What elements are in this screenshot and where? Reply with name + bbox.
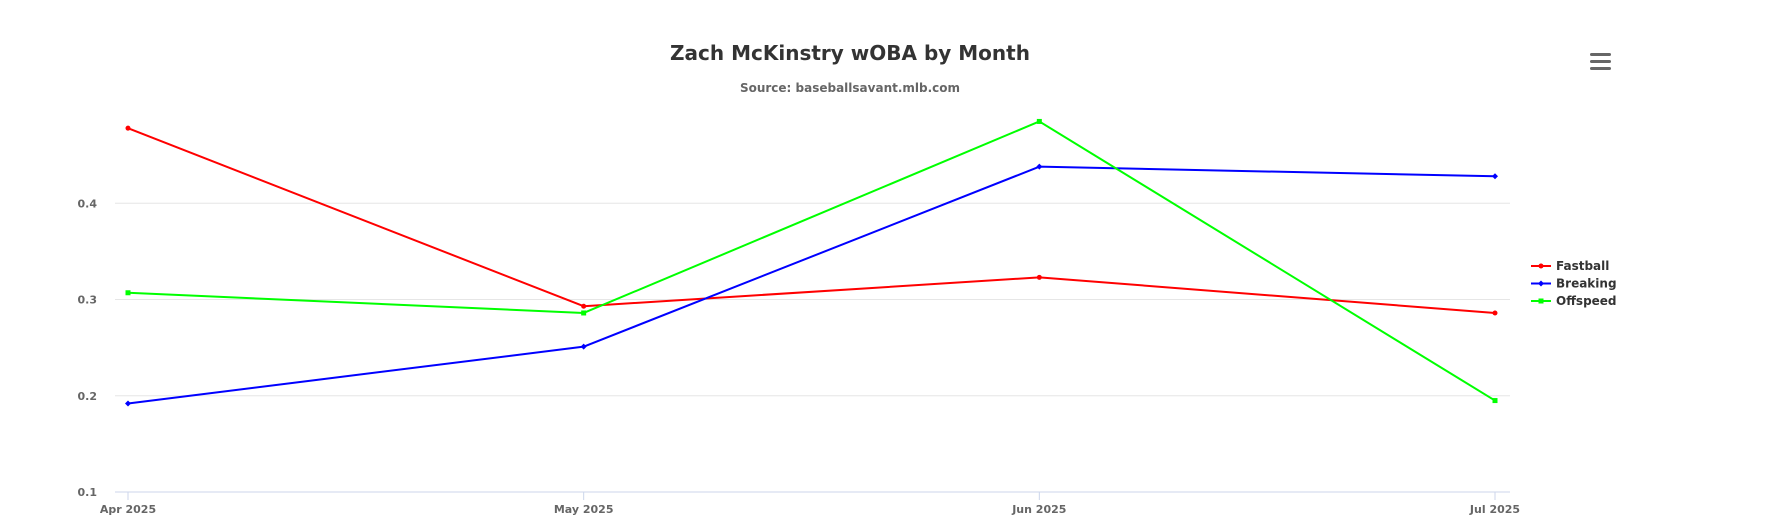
data-point-marker[interactable] — [1036, 274, 1042, 280]
series — [125, 118, 1498, 407]
grid — [115, 202, 1510, 397]
series-fastball — [125, 125, 1498, 316]
axes: 0.1 0.2 0.3 0.4 Apr 2025 May 2025 Jun 2025 Jul … — [78, 197, 1521, 516]
chart-menu-button[interactable] — [1590, 53, 1611, 70]
series-breaking — [125, 163, 1498, 407]
legend-item-offspeed[interactable]: Offspeed — [1531, 294, 1617, 308]
chart-subtitle: Source: baseballsavant.mlb.com — [740, 81, 960, 95]
data-point-marker[interactable] — [125, 400, 131, 407]
data-point-marker[interactable] — [125, 290, 131, 296]
data-point-marker[interactable] — [1538, 263, 1544, 269]
series-offspeed — [125, 118, 1498, 404]
series-line[interactable] — [127, 165, 1496, 405]
data-point-marker[interactable] — [1492, 173, 1498, 180]
data-point-marker[interactable] — [1492, 310, 1498, 316]
data-point-marker[interactable] — [125, 125, 131, 131]
data-point-marker[interactable] — [1036, 163, 1043, 170]
legend-item-fastball[interactable]: Fastball — [1531, 259, 1609, 273]
legend-label: Offspeed — [1556, 294, 1617, 308]
data-point-marker[interactable] — [581, 310, 587, 316]
hamburger-menu-icon — [1590, 53, 1611, 70]
series-line[interactable] — [127, 127, 1496, 314]
legend-label: Fastball — [1556, 259, 1609, 273]
x-tick-label: Apr 2025 — [100, 503, 156, 516]
legend-label: Breaking — [1556, 277, 1617, 291]
x-tick-label: Jun 2025 — [1011, 503, 1066, 516]
x-tick-label: Jul 2025 — [1469, 503, 1520, 516]
legend-item-breaking[interactable]: Breaking — [1531, 277, 1617, 291]
data-point-marker[interactable] — [1036, 118, 1042, 124]
series-line[interactable] — [127, 120, 1496, 402]
data-point-marker[interactable] — [1538, 280, 1544, 287]
data-point-marker[interactable] — [1492, 398, 1498, 404]
chart-title: Zach McKinstry wOBA by Month — [670, 41, 1030, 65]
y-tick-label: 0.1 — [78, 486, 98, 499]
x-tick-label: May 2025 — [554, 503, 614, 516]
y-tick-label: 0.2 — [78, 390, 98, 403]
data-point-marker[interactable] — [1538, 298, 1544, 304]
legend: Fastball Breaking Offspeed — [1531, 259, 1617, 308]
data-point-marker[interactable] — [580, 343, 587, 350]
y-tick-label: 0.4 — [78, 197, 98, 210]
y-tick-label: 0.3 — [78, 294, 98, 307]
data-point-marker[interactable] — [581, 303, 587, 309]
